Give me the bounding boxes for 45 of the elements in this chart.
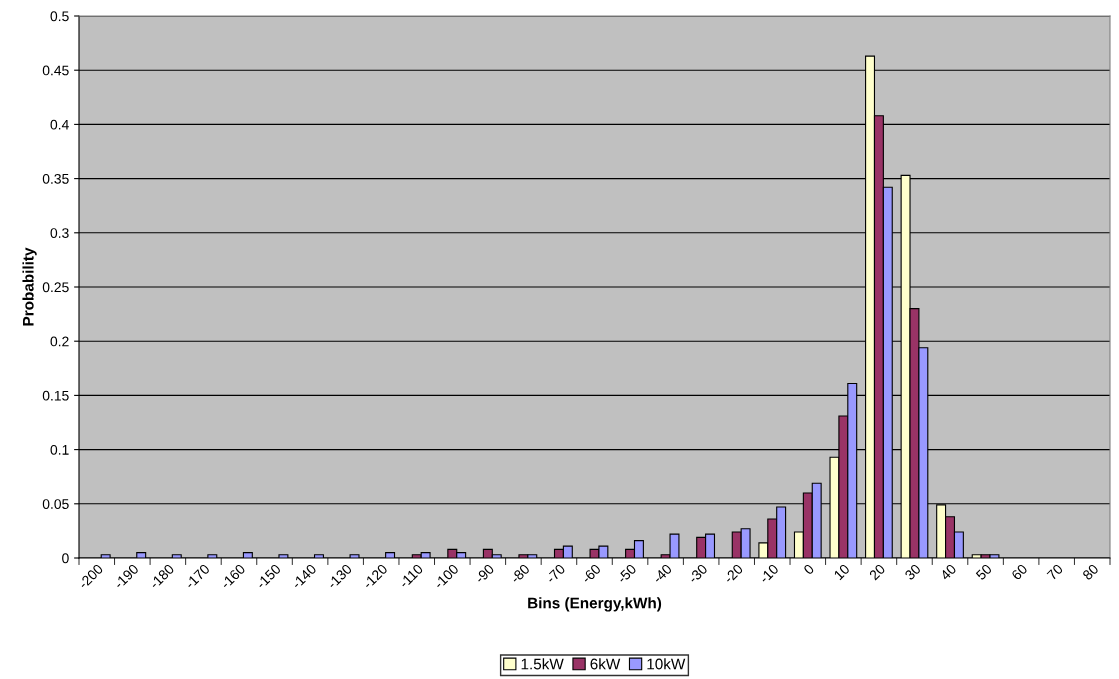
x-tick-label: -200 [77,563,104,590]
x-tick-label: -170 [184,563,211,590]
legend-label: 10kW [647,658,686,670]
x-tick-label: -50 [616,563,637,584]
x-tick-label: 40 [939,563,957,581]
x-tick-label: -40 [652,563,673,584]
y-tick-label: 0.2 [50,336,69,347]
x-axis-title: Bins (Energy,kWh) [528,597,662,612]
x-tick-label: 30 [904,563,922,581]
x-tick-label: -130 [326,563,353,590]
x-tick-label: -10 [758,563,780,584]
x-tick-label: -70 [545,563,566,584]
x-tick-label: 20 [868,563,886,581]
x-tick-label: -60 [581,563,602,584]
y-tick-label: 0.3 [50,228,69,238]
y-tick-label: 0.5 [50,11,69,22]
x-tick-label: -20 [723,563,744,584]
x-tick-label: 60 [1010,563,1028,581]
y-tick-label: 0.1 [50,444,69,455]
legend-label: 6kW [590,658,621,670]
x-tick-label: 80 [1081,563,1100,581]
x-tick-label: 70 [1046,563,1064,581]
legend-label: 1.5kW [521,658,564,670]
x-tick-label: -150 [255,563,282,590]
x-tick-label: -90 [474,563,495,584]
x-tick-label: -100 [433,563,460,590]
x-tick-label: -160 [220,563,246,590]
y-tick-label: 0.05 [42,499,69,509]
y-tick-label: 0.25 [42,282,69,293]
x-tick-label: 10 [833,563,851,581]
x-tick-label: -120 [362,563,389,590]
x-tick-label: -30 [687,563,708,584]
x-tick-label: 50 [975,563,993,581]
x-tick-label: -190 [113,563,140,590]
x-tick-label: 0 [802,563,815,576]
y-tick-label: 0 [62,553,69,564]
y-tick-label: 0.4 [50,119,69,130]
x-tick-label: -180 [148,563,175,590]
x-tick-label: -80 [509,563,531,584]
y-axis-title: Probability [22,247,37,326]
x-tick-label: -140 [291,563,317,590]
y-tick-label: 0.45 [42,65,69,76]
y-tick-label: 0.35 [42,173,69,184]
x-tick-label: -110 [398,563,424,589]
y-tick-label: 0.15 [42,390,69,401]
